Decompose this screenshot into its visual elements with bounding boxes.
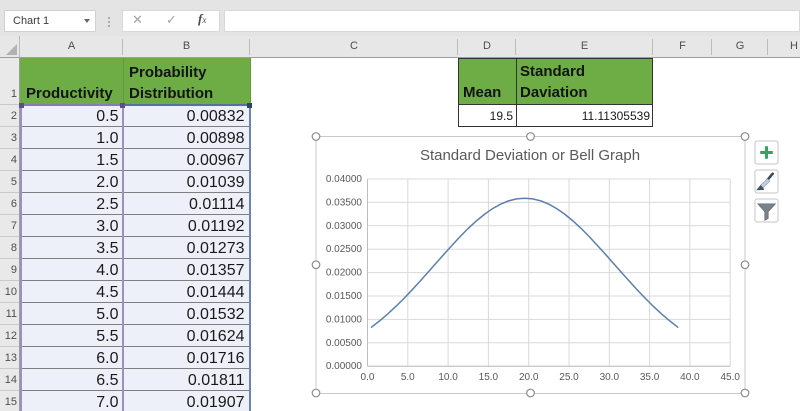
svg-text:0.04000: 0.04000 [326,174,363,185]
svg-text:20.0: 20.0 [519,372,539,383]
svg-text:0.02500: 0.02500 [326,244,363,255]
svg-text:0.0: 0.0 [361,372,375,383]
svg-text:5.0: 5.0 [401,372,415,383]
svg-text:0.02000: 0.02000 [326,268,363,279]
svg-text:10.0: 10.0 [438,372,458,383]
svg-text:40.0: 40.0 [680,372,700,383]
svg-text:35.0: 35.0 [640,372,660,383]
svg-text:0.00000: 0.00000 [326,361,363,372]
svg-text:0.01500: 0.01500 [326,291,363,302]
svg-text:15.0: 15.0 [479,372,499,383]
svg-text:0.03000: 0.03000 [326,221,363,232]
svg-text:0.01000: 0.01000 [326,314,363,325]
svg-text:30.0: 30.0 [600,372,620,383]
svg-text:Standard Deviation or Bell Gra: Standard Deviation or Bell Graph [420,147,640,164]
svg-text:0.00500: 0.00500 [326,338,363,349]
svg-text:25.0: 25.0 [559,372,579,383]
svg-text:45.0: 45.0 [720,372,740,383]
svg-text:0.03500: 0.03500 [326,197,363,208]
